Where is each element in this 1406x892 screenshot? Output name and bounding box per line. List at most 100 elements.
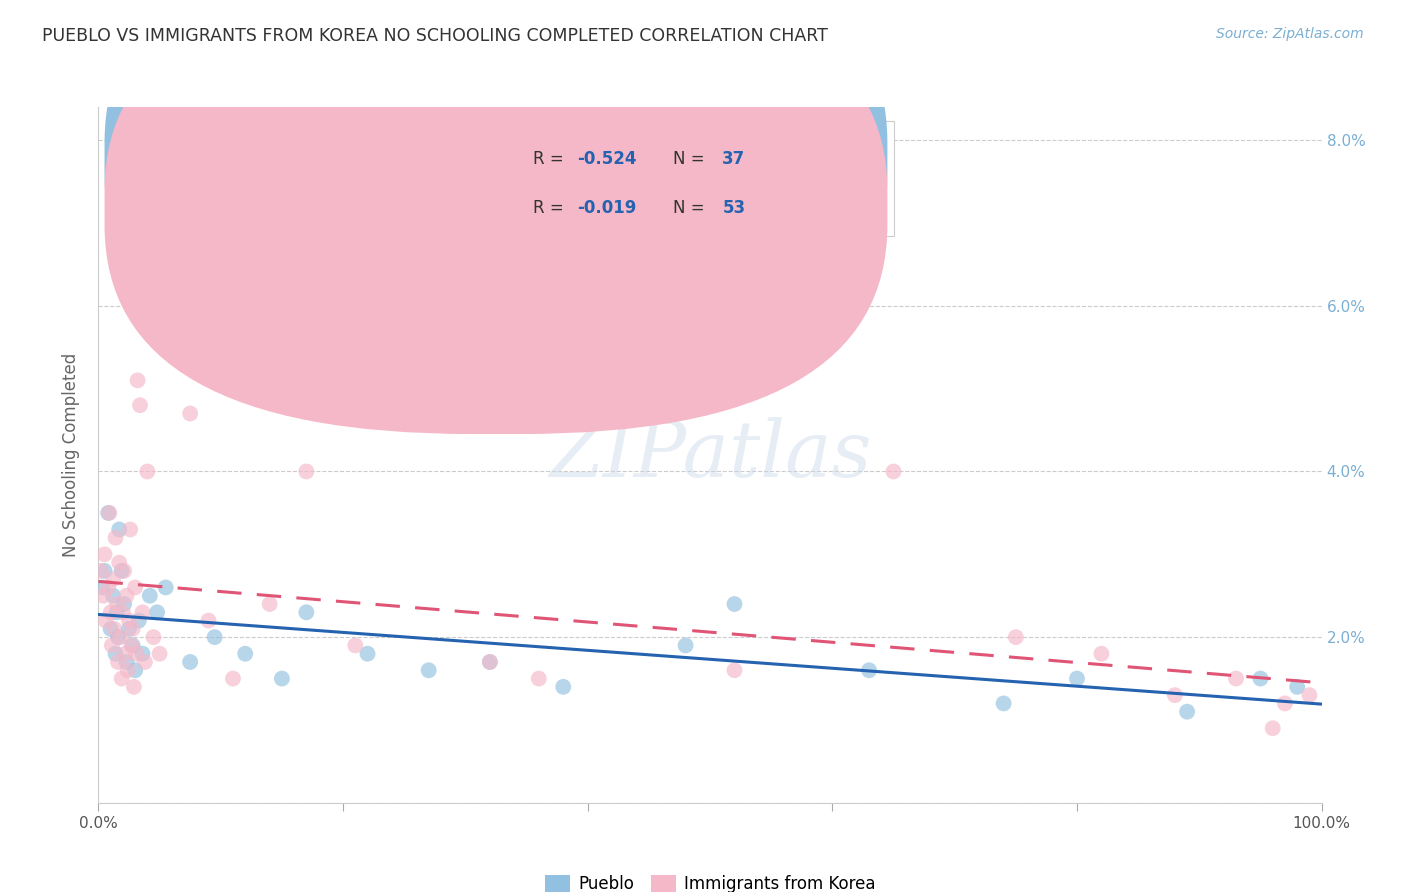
Point [197,614,219,628]
Point [136,465,159,479]
Point [142,630,165,644]
Point [104,531,127,545]
Point [121,622,143,636]
Text: ZIPatlas: ZIPatlas [548,417,872,493]
Point [883,465,905,479]
Point [115,655,138,669]
Point [131,647,153,661]
Point [107,630,129,644]
Point [125,647,148,661]
Point [270,672,294,686]
Point [98,506,121,520]
Point [344,639,367,653]
Point [675,639,697,653]
Point [111,564,134,578]
Point [149,647,172,661]
Point [108,523,131,537]
Point [1066,672,1088,686]
Point [160,224,183,238]
Point [111,605,134,619]
Point [110,630,132,644]
Point [1261,721,1284,735]
Point [1225,672,1247,686]
Point [122,680,145,694]
Point [179,407,201,421]
Point [134,655,156,669]
Point [115,589,138,603]
Point [131,605,153,619]
Point [124,663,146,677]
FancyBboxPatch shape [453,121,893,235]
Point [90,564,112,578]
Point [204,630,226,644]
Point [1286,680,1309,694]
Text: 37: 37 [723,150,745,169]
Text: Source: ZipAtlas.com: Source: ZipAtlas.com [1216,27,1364,41]
Point [124,581,146,595]
Point [418,663,440,677]
Point [139,589,162,603]
Text: -0.524: -0.524 [576,150,636,169]
Text: 53: 53 [723,199,745,217]
Legend: Pueblo, Immigrants from Korea: Pueblo, Immigrants from Korea [536,867,884,892]
Point [97,506,120,520]
Point [1090,647,1112,661]
Point [1250,672,1272,686]
Point [179,655,201,669]
Point [858,663,880,677]
Y-axis label: No Schooling Completed: No Schooling Completed [62,353,80,557]
Point [127,373,149,387]
Point [1298,688,1320,702]
Point [155,581,177,595]
Point [104,647,127,661]
Point [101,572,124,586]
Point [259,597,281,611]
Point [103,622,125,636]
Text: PUEBLO VS IMMIGRANTS FROM KOREA NO SCHOOLING COMPLETED CORRELATION CHART: PUEBLO VS IMMIGRANTS FROM KOREA NO SCHOO… [42,27,828,45]
Point [100,622,122,636]
Point [114,647,136,661]
Point [100,605,122,619]
Text: -0.019: -0.019 [576,199,636,217]
Point [129,398,152,412]
Point [112,564,135,578]
Point [1274,697,1296,711]
Point [105,605,128,619]
Point [1164,688,1187,702]
Point [101,639,124,653]
Point [1175,705,1198,719]
Point [295,465,318,479]
Point [993,697,1015,711]
Point [94,614,117,628]
FancyBboxPatch shape [104,0,887,434]
Point [222,672,245,686]
Text: N =: N = [673,150,710,169]
Point [118,622,141,636]
Point [108,556,131,570]
Point [527,672,550,686]
Point [723,597,745,611]
Point [233,647,256,661]
Point [120,639,142,653]
Point [101,589,124,603]
Point [91,581,114,595]
Point [118,614,141,628]
Point [146,605,169,619]
Point [356,647,378,661]
Point [93,547,115,561]
Point [121,639,143,653]
Point [93,564,115,578]
Point [723,663,745,677]
Point [120,523,142,537]
Text: N =: N = [673,199,710,217]
FancyBboxPatch shape [104,0,887,385]
Point [112,597,135,611]
Point [295,605,318,619]
Point [91,589,114,603]
Point [553,680,575,694]
Point [478,655,501,669]
Point [105,597,128,611]
Point [1004,630,1026,644]
Point [478,655,501,669]
Point [97,581,120,595]
